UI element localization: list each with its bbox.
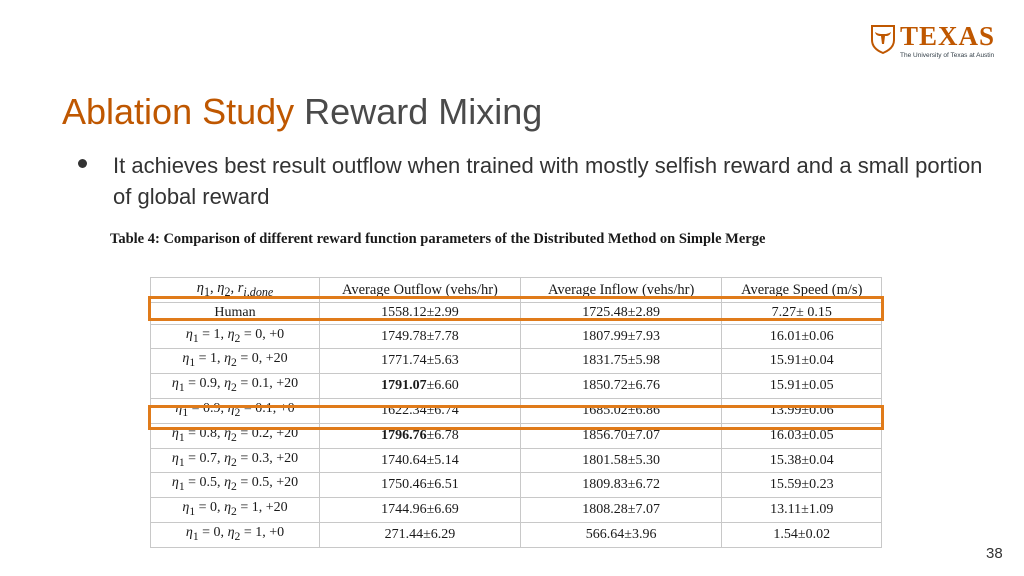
cell-inflow: 1808.28±7.07 xyxy=(519,497,723,524)
cell-inflow: 566.64±3.96 xyxy=(519,522,723,548)
cell-outflow: 1740.64±5.14 xyxy=(319,447,521,474)
cell-speed: 13.11±1.09 xyxy=(721,497,882,524)
highlight-box-human xyxy=(148,296,884,321)
cell-inflow: 1850.72±6.76 xyxy=(519,373,723,400)
cell-outflow: 271.44±6.29 xyxy=(319,522,521,548)
cell-outflow: 1744.96±6.69 xyxy=(319,497,521,524)
cell-speed: 16.01±0.06 xyxy=(721,323,882,350)
table-row: η1 = 1, η2 = 0, +0 1749.78±7.78 1807.99±7.… xyxy=(149,323,882,350)
bullet-dot-icon xyxy=(78,159,87,168)
cell-inflow: 1801.58±5.30 xyxy=(519,447,723,474)
table-row: η1 = 0.5, η2 = 0.5, +20 1750.46±6.51 1809.… xyxy=(149,472,882,499)
cell-speed: 15.59±0.23 xyxy=(721,472,882,499)
cell-speed: 1.54±0.02 xyxy=(721,522,882,548)
cell-outflow: 1749.78±7.78 xyxy=(319,323,521,350)
bullet-text: It achieves best result outflow when tra… xyxy=(113,153,983,209)
cell-inflow: 1809.83±6.72 xyxy=(519,472,723,499)
cell-params: η1 = 1, η2 = 0, +20 xyxy=(149,348,321,375)
title-accent: Ablation Study xyxy=(62,91,295,132)
cell-params: η1 = 0.7, η2 = 0.3, +20 xyxy=(149,447,321,474)
table-row: η1 = 0, η2 = 1, +0 271.44±6.29 566.64±3.96… xyxy=(149,522,882,548)
cell-outflow: 1771.74±5.63 xyxy=(319,348,521,375)
longhorn-shield-icon xyxy=(871,25,895,54)
table-caption: Table 4: Comparison of different reward … xyxy=(110,231,766,247)
cell-inflow: 1807.99±7.93 xyxy=(519,323,723,350)
cell-speed: 15.91±0.05 xyxy=(721,373,882,400)
table-row: η1 = 1, η2 = 0, +20 1771.74±5.63 1831.75±5… xyxy=(149,348,882,375)
cell-params: η1 = 0.5, η2 = 0.5, +20 xyxy=(149,472,321,499)
slide-title: Ablation Study Reward Mixing xyxy=(62,90,542,134)
cell-speed: 15.91±0.04 xyxy=(721,348,882,375)
cell-params: η1 = 0, η2 = 1, +0 xyxy=(149,522,321,548)
page-number: 38 xyxy=(986,545,1003,562)
cell-params: η1 = 0.9, η2 = 0.1, +0 xyxy=(149,398,321,424)
cell-outflow: 1750.46±6.51 xyxy=(319,472,521,499)
texas-logo: TEXAS The University of Texas at Austin xyxy=(870,21,1000,64)
cell-params: η1 = 0.9, η2 = 0.1, +20 xyxy=(149,373,321,400)
logo-subtitle: The University of Texas at Austin xyxy=(900,52,995,59)
table-row: η1 = 0.9, η2 = 0.1, +20 1791.07±6.60 1850.… xyxy=(149,373,882,400)
cell-params: η1 = 0, η2 = 1, +20 xyxy=(149,497,321,524)
cell-speed: 15.38±0.04 xyxy=(721,447,882,474)
highlight-box-best xyxy=(148,405,884,430)
cell-inflow: 1831.75±5.98 xyxy=(519,348,723,375)
cell-inflow: 1685.02±6.86 xyxy=(519,398,723,424)
cell-params: η1 = 1, η2 = 0, +0 xyxy=(149,323,321,350)
table-row: η1 = 0, η2 = 1, +20 1744.96±6.69 1808.28±7… xyxy=(149,497,882,524)
table-row: η1 = 0.7, η2 = 0.3, +20 1740.64±5.14 1801.… xyxy=(149,447,882,474)
cell-outflow: 1791.07±6.60 xyxy=(319,373,521,400)
logo-wordmark: TEXAS xyxy=(900,21,996,51)
title-main: Reward Mixing xyxy=(304,91,543,132)
